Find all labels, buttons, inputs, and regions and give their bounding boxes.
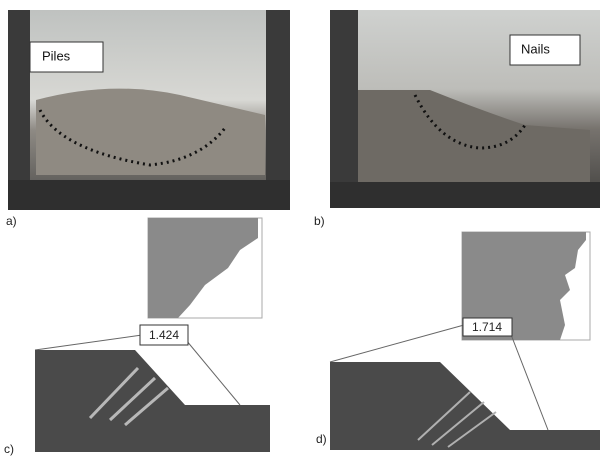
slope <box>330 362 600 450</box>
leader-line <box>510 332 548 430</box>
leader-line <box>330 325 464 362</box>
model-d: 1.714 <box>330 232 600 450</box>
tag: Piles <box>42 48 71 63</box>
photo-b: Nails <box>330 10 600 208</box>
frame <box>330 10 358 208</box>
leader-line <box>186 340 240 405</box>
panel-label: d) <box>316 432 327 446</box>
tag: Nails <box>521 41 550 56</box>
frame <box>330 182 600 208</box>
photo-a: Piles <box>8 10 290 210</box>
panel-label: a) <box>6 214 17 228</box>
panel-label: b) <box>314 214 325 228</box>
model-c: 1.424 <box>35 218 270 452</box>
safety-factor: 1.424 <box>149 328 179 342</box>
safety-factor: 1.714 <box>472 320 502 334</box>
panel-label: c) <box>4 442 14 456</box>
figure: Piles a) Nails b) 1.424 c) 1.714 <box>0 0 609 457</box>
frame <box>8 180 290 210</box>
page: {"photos": [{"label": "a)", "tag": "Pile… <box>0 0 609 457</box>
leader-line <box>35 335 142 350</box>
